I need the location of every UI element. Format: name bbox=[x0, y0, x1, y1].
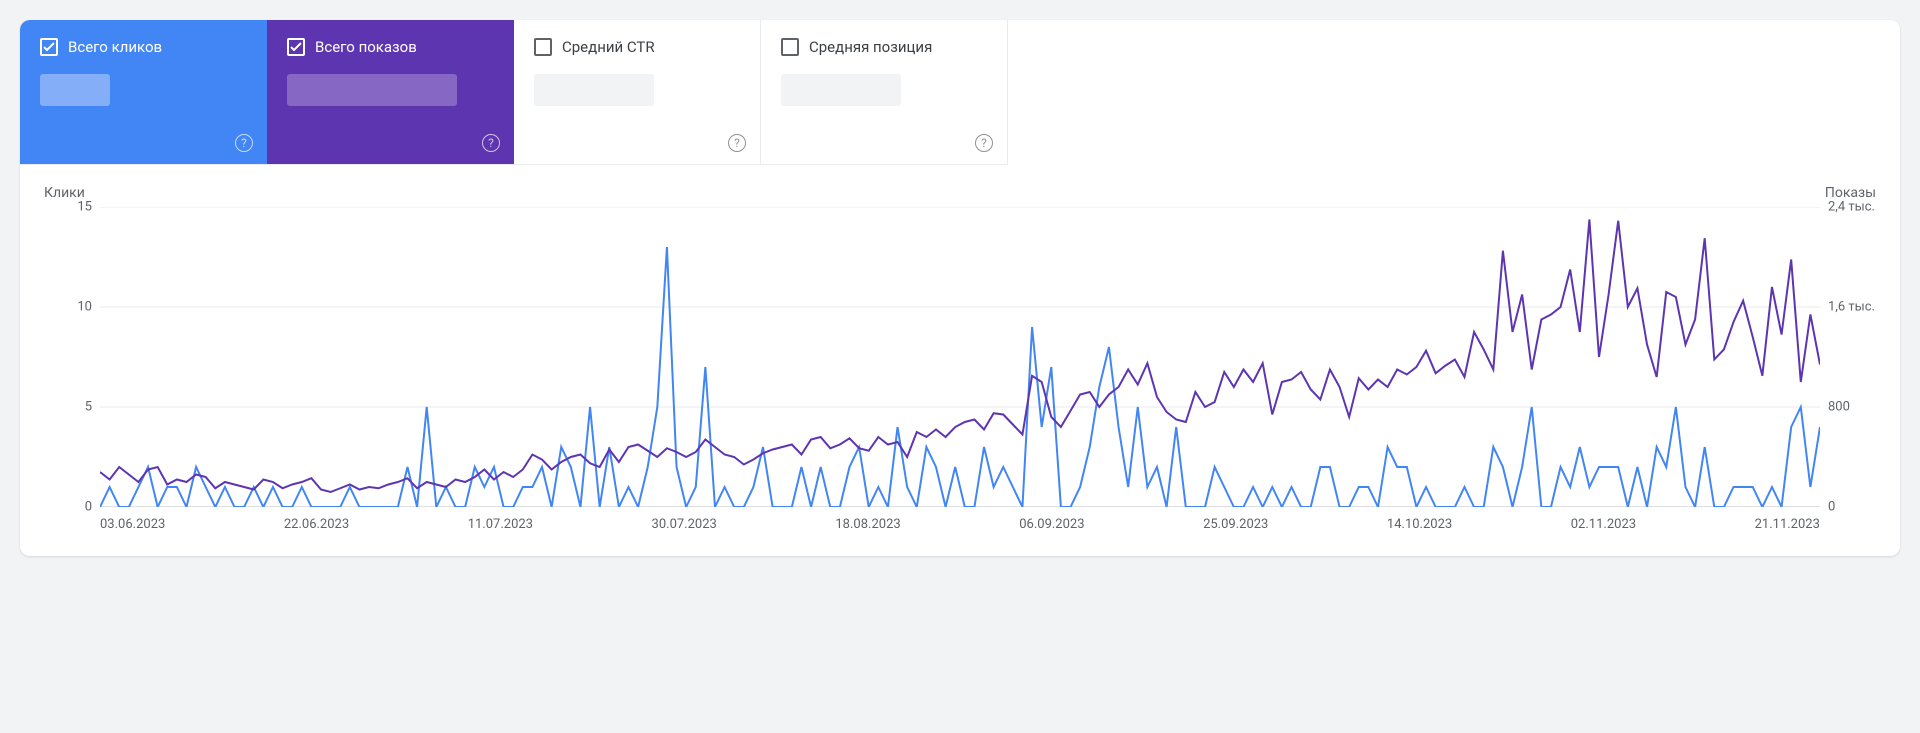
y-tick-label: 5 bbox=[85, 400, 92, 415]
metric-card-position[interactable]: Средняя позиция? bbox=[761, 20, 1008, 165]
y-tick-label: 10 bbox=[77, 300, 92, 315]
x-tick-label: 14.10.2023 bbox=[1387, 517, 1452, 532]
metric-label: Всего показов bbox=[315, 38, 417, 56]
metric-value-redacted bbox=[287, 74, 457, 106]
x-tick-label: 22.06.2023 bbox=[284, 517, 349, 532]
metric-head: Всего кликов bbox=[40, 38, 247, 56]
metric-label: Всего кликов bbox=[68, 38, 162, 56]
checkbox-empty-icon[interactable] bbox=[534, 38, 552, 56]
y-tick-label: 800 bbox=[1828, 400, 1850, 415]
help-icon[interactable]: ? bbox=[235, 134, 253, 152]
metric-value-redacted bbox=[40, 74, 110, 106]
x-tick-label: 25.09.2023 bbox=[1203, 517, 1268, 532]
series-line-clicks bbox=[100, 247, 1820, 507]
x-tick-label: 30.07.2023 bbox=[652, 517, 717, 532]
metric-head: Всего показов bbox=[287, 38, 494, 56]
metric-label: Средняя позиция bbox=[809, 38, 932, 56]
metric-card-impressions[interactable]: Всего показов? bbox=[267, 20, 514, 165]
metric-cards-row: Всего кликов?Всего показов?Средний CTR?С… bbox=[20, 20, 1900, 165]
x-tick-label: 18.08.2023 bbox=[835, 517, 900, 532]
metric-card-ctr[interactable]: Средний CTR? bbox=[514, 20, 761, 165]
metric-value-redacted bbox=[781, 74, 901, 106]
y-tick-label: 0 bbox=[85, 500, 92, 515]
metric-value-redacted bbox=[534, 74, 654, 106]
chart-container: Клики Показы 0 5 10 15 0 800 1,6 тыс. 2,4 тыс.… bbox=[20, 165, 1900, 556]
x-tick-label: 02.11.2023 bbox=[1571, 517, 1636, 532]
help-icon[interactable]: ? bbox=[482, 134, 500, 152]
y-tick-label: 15 bbox=[77, 200, 92, 215]
performance-card: Всего кликов?Всего показов?Средний CTR?С… bbox=[20, 20, 1900, 556]
checkbox-checked-icon[interactable] bbox=[40, 38, 58, 56]
series-line-impressions bbox=[100, 220, 1820, 493]
x-tick-label: 06.09.2023 bbox=[1019, 517, 1084, 532]
y-tick-label: 0 bbox=[1828, 500, 1835, 515]
checkbox-empty-icon[interactable] bbox=[781, 38, 799, 56]
chart-area: 051015 08001,6 тыс.2,4 тыс. bbox=[44, 207, 1876, 507]
x-tick-label: 21.11.2023 bbox=[1755, 517, 1820, 532]
y-axis-left: 051015 bbox=[44, 207, 100, 507]
help-icon[interactable]: ? bbox=[975, 134, 993, 152]
metric-head: Средний CTR bbox=[534, 38, 740, 56]
y-tick-label: 2,4 тыс. bbox=[1828, 200, 1875, 215]
x-axis: 03.06.2023 22.06.2023 11.07.2023 30.07.2023… bbox=[100, 517, 1820, 532]
axis-titles: Клики Показы bbox=[44, 185, 1876, 201]
metric-card-clicks[interactable]: Всего кликов? bbox=[20, 20, 267, 165]
y-tick-label: 1,6 тыс. bbox=[1828, 300, 1875, 315]
checkbox-checked-icon[interactable] bbox=[287, 38, 305, 56]
x-tick-label: 03.06.2023 bbox=[100, 517, 165, 532]
help-icon[interactable]: ? bbox=[728, 134, 746, 152]
metric-label: Средний CTR bbox=[562, 38, 655, 56]
y-axis-right: 08001,6 тыс.2,4 тыс. bbox=[1820, 207, 1876, 507]
x-tick-label: 11.07.2023 bbox=[468, 517, 533, 532]
metric-head: Средняя позиция bbox=[781, 38, 987, 56]
chart-plot bbox=[100, 207, 1820, 507]
